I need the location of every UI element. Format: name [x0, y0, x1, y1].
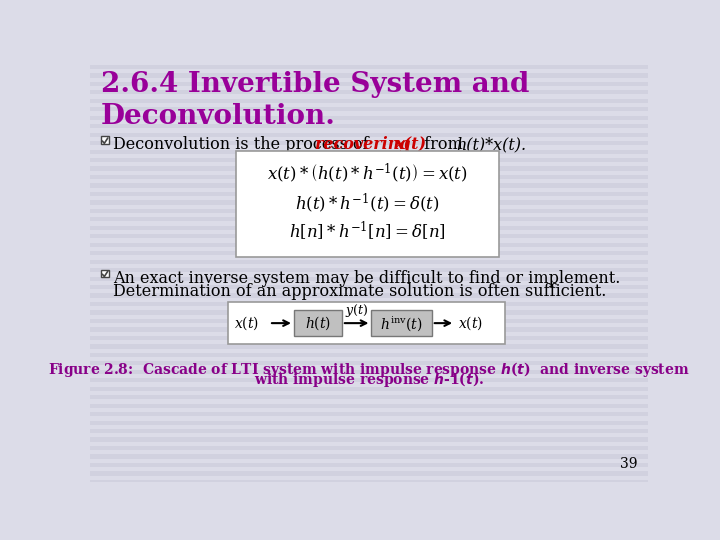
Text: Deconvolution is the process of: Deconvolution is the process of	[113, 137, 374, 153]
Text: $x(t)*\left(h(t)*h^{-1}(t)\right)= x(t)$: $x(t)*\left(h(t)*h^{-1}(t)\right)= x(t)$	[267, 162, 468, 185]
Text: $x(t)$: $x(t)$	[234, 314, 259, 332]
Text: with impulse response $\bfit{h}$-1($\bfit{t}$).: with impulse response $\bfit{h}$-1($\bfi…	[253, 370, 485, 389]
Text: Figure 2.8:  Cascade of LTI system with impulse response $\bfit{h}$($\bfit{t}$) : Figure 2.8: Cascade of LTI system with i…	[48, 360, 690, 379]
Text: $y(t)$: $y(t)$	[345, 301, 369, 319]
Text: x(t): x(t)	[394, 137, 426, 153]
Text: Determination of an approximate solution is often sufficient.: Determination of an approximate solution…	[113, 284, 607, 300]
Bar	[101, 137, 109, 144]
FancyBboxPatch shape	[372, 310, 432, 336]
Text: $h(t)$: $h(t)$	[305, 314, 331, 332]
FancyBboxPatch shape	[294, 310, 342, 336]
Text: $h[n]*h^{-1}[n] = \delta[n]$: $h[n]*h^{-1}[n] = \delta[n]$	[289, 220, 446, 244]
FancyBboxPatch shape	[228, 302, 505, 345]
Text: $h(t)*h^{-1}(t) = \delta(t)$: $h(t)*h^{-1}(t) = \delta(t)$	[295, 191, 440, 214]
Text: $x(t)$: $x(t)$	[458, 314, 483, 332]
Text: $h^{\mathrm{inv}}(t)$: $h^{\mathrm{inv}}(t)$	[380, 314, 423, 333]
Text: from: from	[419, 137, 467, 153]
Text: recovering: recovering	[315, 137, 417, 153]
Text: 39: 39	[620, 457, 637, 471]
Bar	[101, 269, 109, 278]
FancyBboxPatch shape	[235, 151, 499, 257]
Text: Deconvolution.: Deconvolution.	[101, 103, 336, 130]
Text: 2.6.4 Invertible System and: 2.6.4 Invertible System and	[101, 71, 529, 98]
Text: An exact inverse system may be difficult to find or implement.: An exact inverse system may be difficult…	[113, 269, 621, 287]
Text: h(t)*x(t).: h(t)*x(t).	[456, 137, 527, 153]
